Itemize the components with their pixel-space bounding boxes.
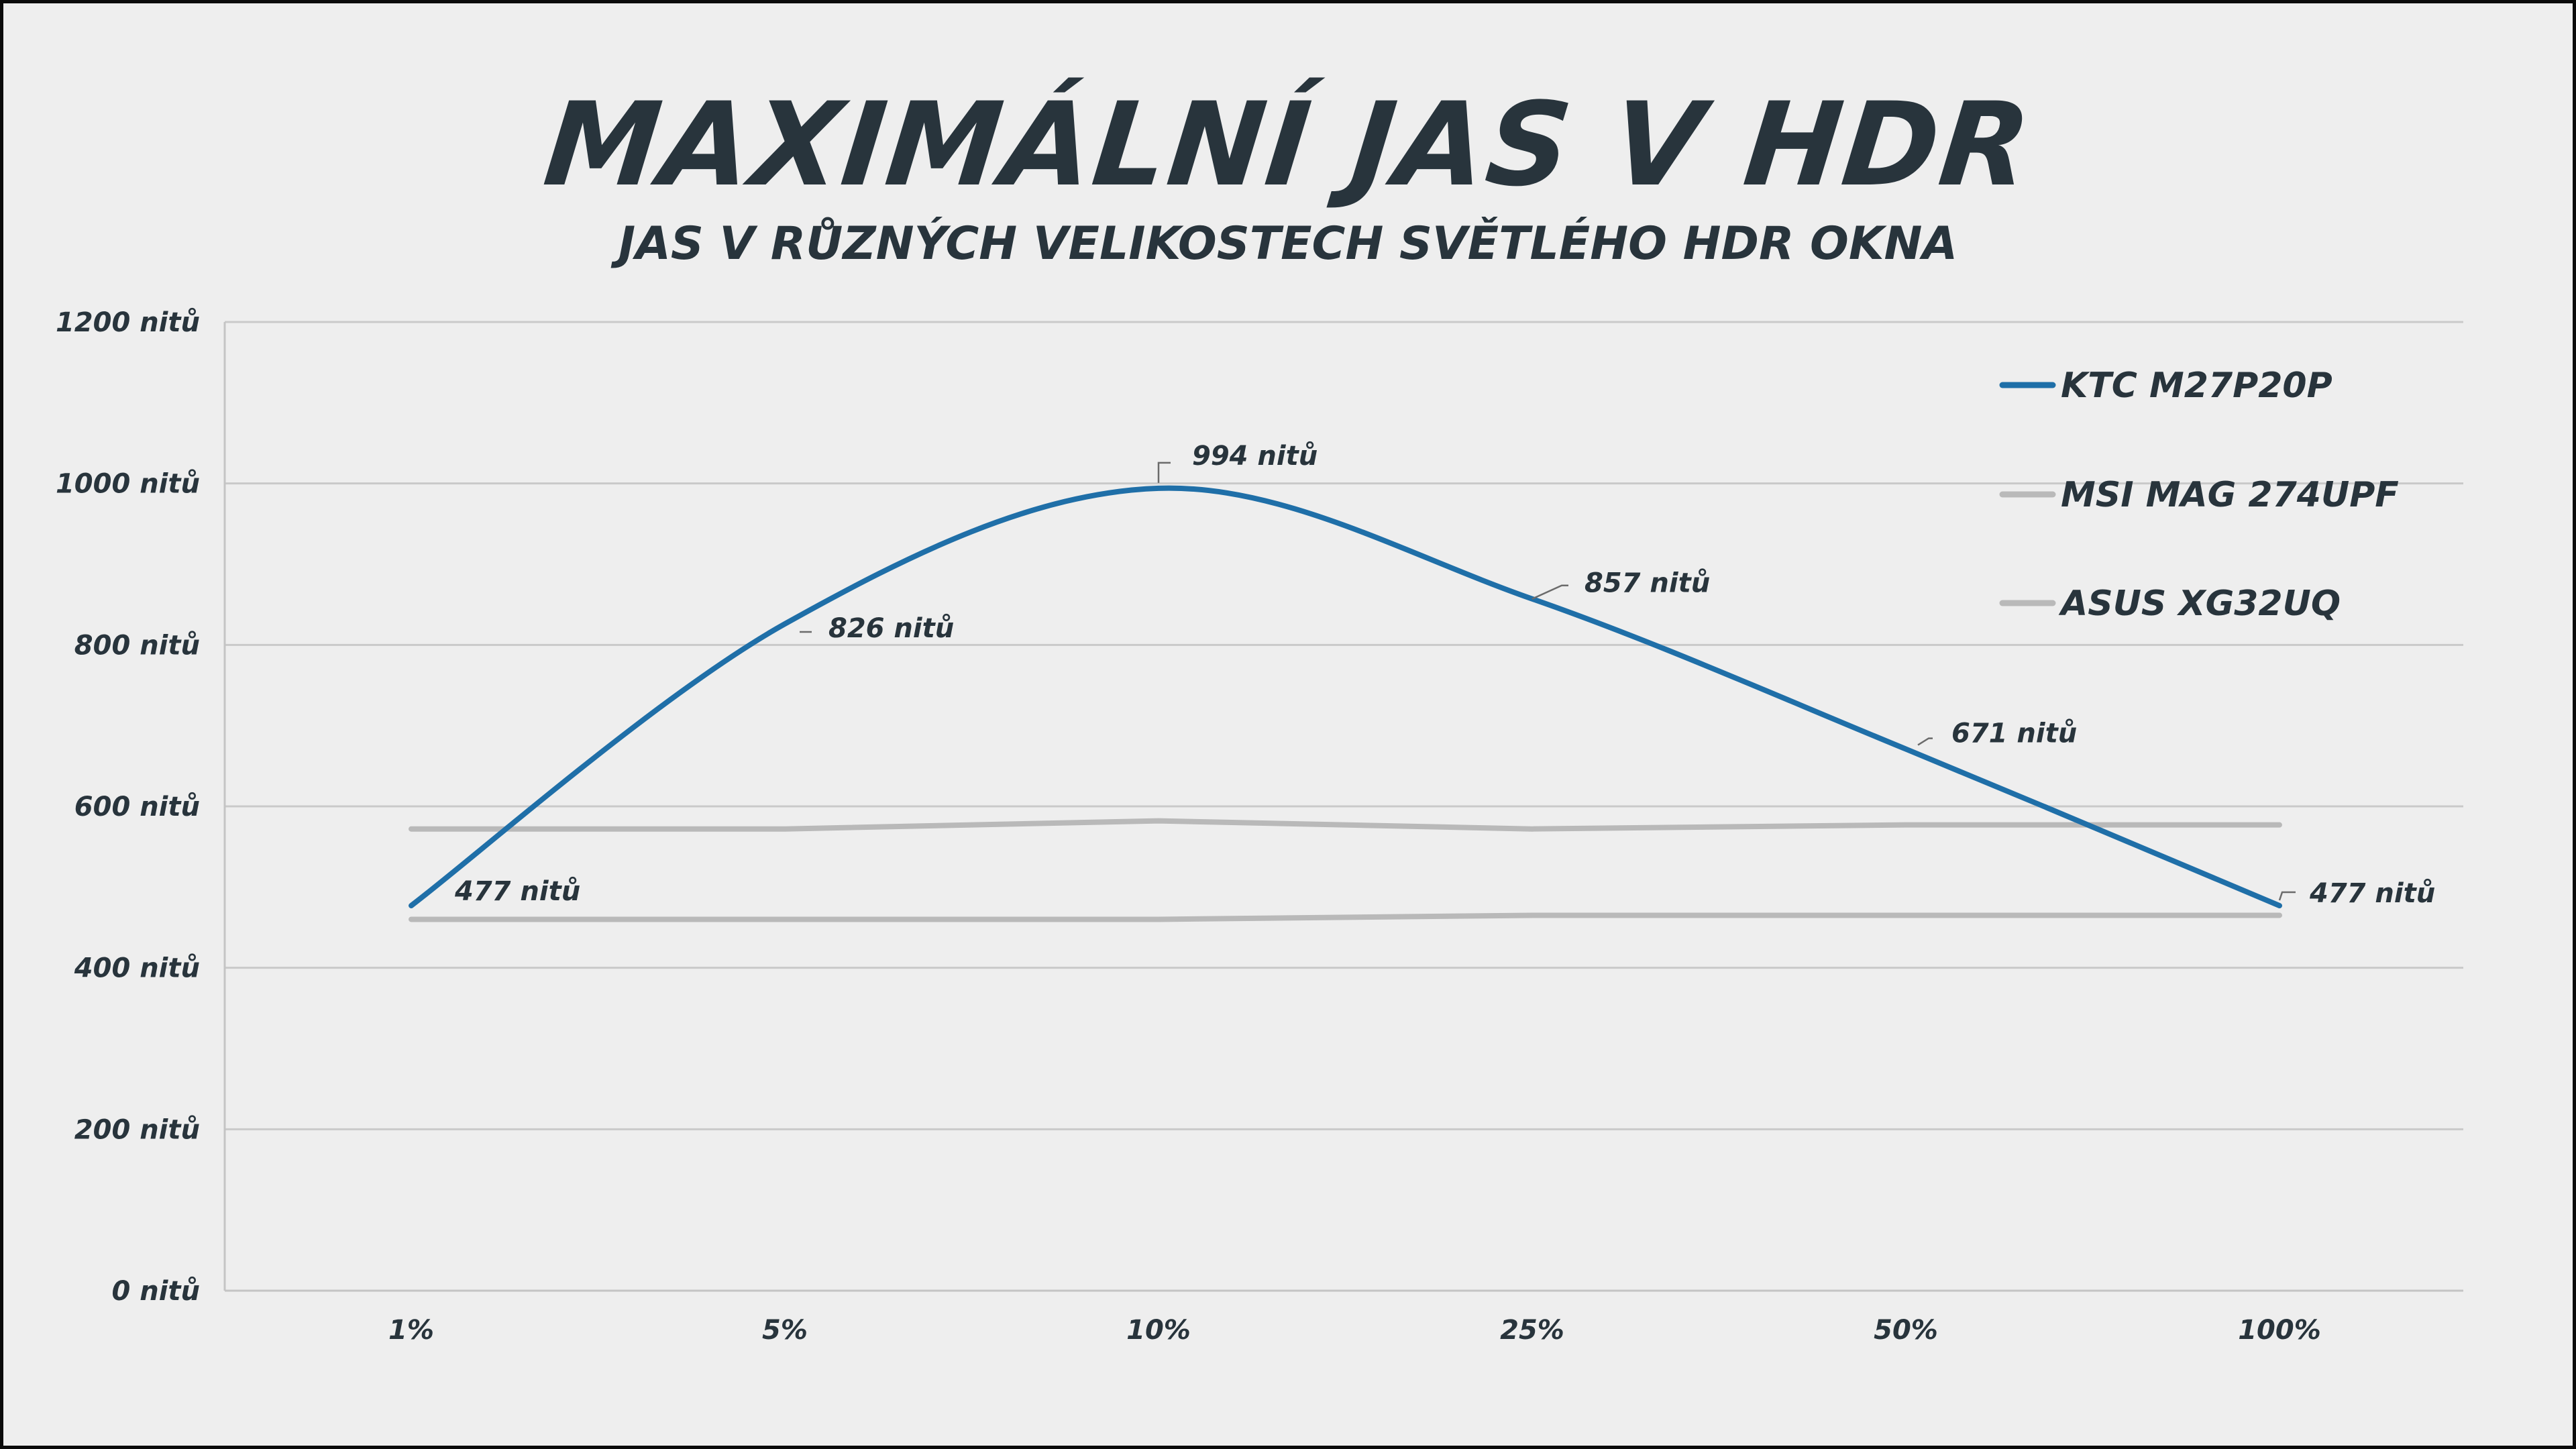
x-axis-ticks: 1% 5% 10% 25% 50% 100%	[388, 1315, 2321, 1346]
data-label: 477 nitů	[454, 876, 580, 907]
chart-subtitle: JAS V RŮZNÝCH VELIKOSTECH SVĚTLÉHO HDR O…	[618, 217, 1958, 270]
series-layer	[409, 485, 2282, 922]
data-label-leader	[2278, 891, 2296, 901]
legend: KTC M27P20P MSI MAG 274UPF ASUS XG32UQ	[1999, 366, 2399, 624]
data-label-leader	[1917, 737, 1933, 746]
x-tick-label: 5%	[762, 1315, 808, 1346]
y-tick-label: 600 nitů	[74, 792, 200, 822]
x-tick-label: 50%	[1874, 1315, 1938, 1346]
y-axis-ticks: 0 nitů 200 nitů 400 nitů 600 nitů 800 nitů 10…	[56, 307, 200, 1307]
series-line-ktc-m27p20p	[409, 485, 2282, 909]
data-label-leader	[1532, 584, 1568, 600]
series-line-msi-mag-274upf	[409, 818, 2282, 832]
x-tick-label: 100%	[2238, 1315, 2321, 1346]
y-tick-label: 800 nitů	[74, 630, 200, 661]
data-label-leader	[1157, 462, 1171, 483]
y-tick-label: 400 nitů	[74, 953, 200, 984]
data-labels: 477 nitů 826 nitů 994 nitů 857 nitů 671 nitů…	[454, 441, 2435, 909]
x-tick-label: 1%	[388, 1315, 434, 1346]
x-tick-label: 25%	[1500, 1315, 1564, 1346]
legend-label: ASUS XG32UQ	[2058, 584, 2341, 624]
series-line-asus-xg32uq	[409, 912, 2282, 922]
data-label: 994 nitů	[1192, 441, 1318, 472]
legend-label: KTC M27P20P	[2061, 366, 2332, 406]
data-label: 477 nitů	[2309, 878, 2435, 909]
data-label: 826 nitů	[828, 613, 954, 644]
y-tick-label: 1200 nitů	[56, 307, 200, 338]
x-tick-label: 10%	[1126, 1315, 1191, 1346]
y-tick-label: 1000 nitů	[56, 469, 200, 500]
data-label: 671 nitů	[1951, 718, 2077, 749]
legend-label: MSI MAG 274UPF	[2061, 475, 2399, 515]
grid-layer	[223, 321, 2463, 1292]
y-tick-label: 0 nitů	[111, 1276, 200, 1307]
y-tick-label: 200 nitů	[74, 1114, 200, 1145]
data-label: 857 nitů	[1585, 568, 1710, 599]
